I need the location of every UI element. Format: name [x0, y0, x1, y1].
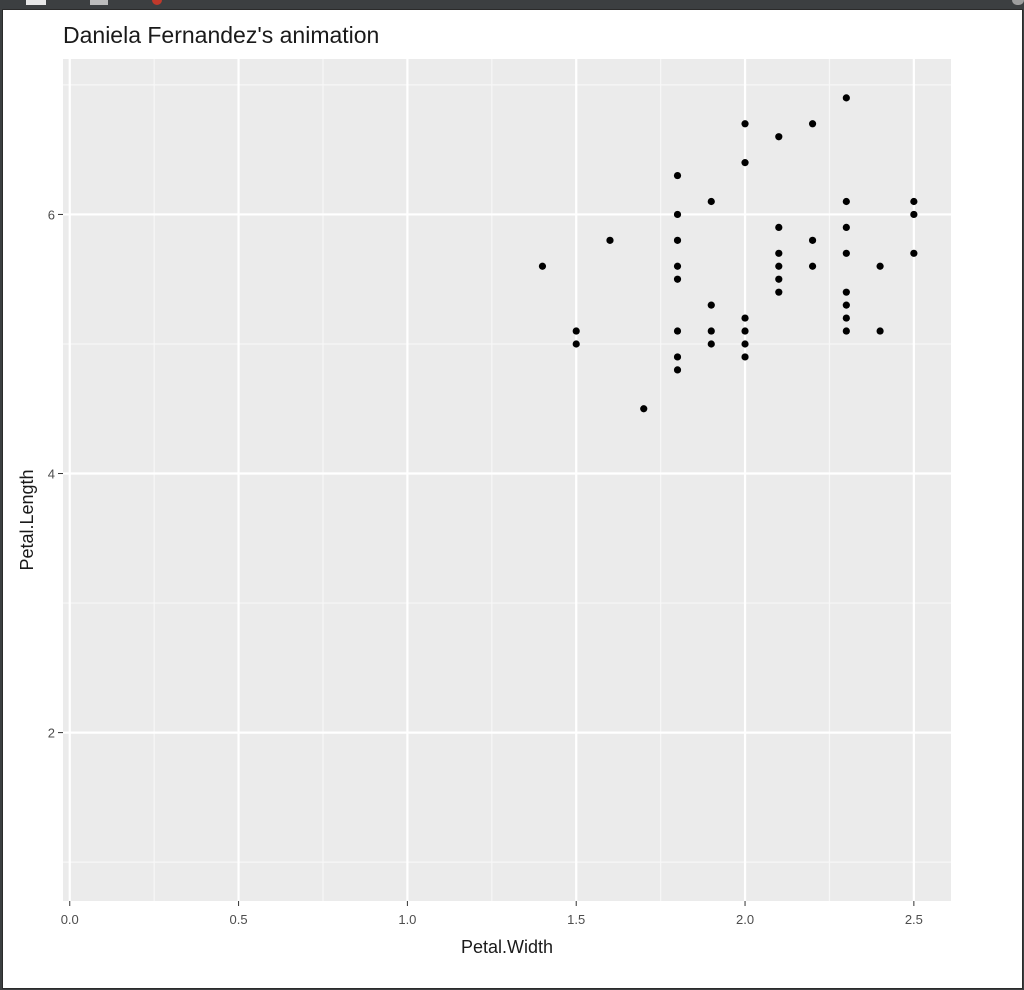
data-point	[741, 340, 749, 348]
data-point	[842, 94, 850, 102]
x-tick-label: 0.0	[61, 912, 79, 927]
y-tick-label: 2	[48, 726, 55, 741]
y-tick-label: 6	[48, 207, 55, 222]
data-point	[707, 197, 715, 206]
data-point	[572, 340, 580, 348]
data-point	[842, 288, 850, 296]
data-point	[842, 314, 850, 322]
data-point	[741, 314, 749, 322]
data-point	[775, 249, 783, 257]
data-point	[673, 353, 682, 361]
data-point	[842, 327, 850, 335]
y-axis-title: Petal.Length	[17, 469, 37, 570]
data-point	[707, 327, 715, 335]
scatter-chart: 0.0 0.5 1.0 1.5 2.0 2.5 2 4 6 Daniela Fernandez'…	[17, 22, 951, 957]
save-icon[interactable]	[90, 0, 108, 5]
data-point	[775, 288, 783, 296]
data-point	[876, 262, 884, 270]
data-point	[741, 353, 749, 361]
data-point	[572, 327, 580, 335]
data-point	[808, 120, 817, 128]
data-point	[673, 262, 682, 270]
y-tick-label: 4	[48, 467, 55, 482]
data-point	[910, 197, 918, 206]
data-point	[808, 236, 817, 244]
x-tick-label: 1.5	[567, 912, 585, 927]
data-point	[707, 340, 715, 348]
data-point	[741, 159, 749, 167]
data-point	[842, 301, 850, 309]
data-point	[775, 223, 783, 231]
window-toolbar	[0, 0, 1024, 8]
x-tick-label: 2.5	[905, 912, 923, 927]
data-point	[606, 236, 614, 244]
major-gridlines	[63, 59, 951, 901]
data-point	[808, 262, 817, 270]
data-point	[775, 262, 783, 270]
data-point	[640, 405, 648, 413]
data-point	[538, 262, 547, 270]
plot-pane: 0.0 0.5 1.0 1.5 2.0 2.5 2 4 6 Daniela Fernandez'…	[2, 9, 1023, 989]
plot-panel	[63, 59, 951, 901]
chart-title: Daniela Fernandez's animation	[63, 22, 379, 48]
minor-gridlines	[63, 59, 951, 901]
data-point	[775, 275, 783, 283]
axis-ticks: 0.0 0.5 1.0 1.5 2.0 2.5 2 4 6	[48, 207, 923, 927]
page-icon[interactable]	[26, 0, 46, 5]
x-tick-label: 2.0	[736, 912, 754, 927]
x-tick-label: 0.5	[230, 912, 248, 927]
data-point	[741, 327, 749, 335]
data-point	[673, 210, 682, 219]
data-point	[673, 171, 682, 180]
data-point	[910, 249, 918, 257]
data-point	[673, 366, 682, 374]
data-point	[673, 275, 682, 283]
data-point	[775, 133, 783, 141]
data-point	[673, 236, 682, 244]
x-axis-title: Petal.Width	[461, 937, 553, 957]
data-point	[842, 197, 850, 206]
data-point	[876, 327, 884, 335]
data-point	[842, 249, 850, 257]
data-point	[741, 120, 749, 128]
stop-icon[interactable]	[152, 0, 162, 5]
data-points	[538, 94, 918, 413]
options-icon[interactable]	[1012, 0, 1024, 5]
data-point	[673, 327, 682, 335]
data-point	[842, 223, 850, 231]
x-tick-label: 1.0	[398, 912, 416, 927]
data-point	[910, 210, 918, 219]
data-point	[707, 301, 715, 309]
